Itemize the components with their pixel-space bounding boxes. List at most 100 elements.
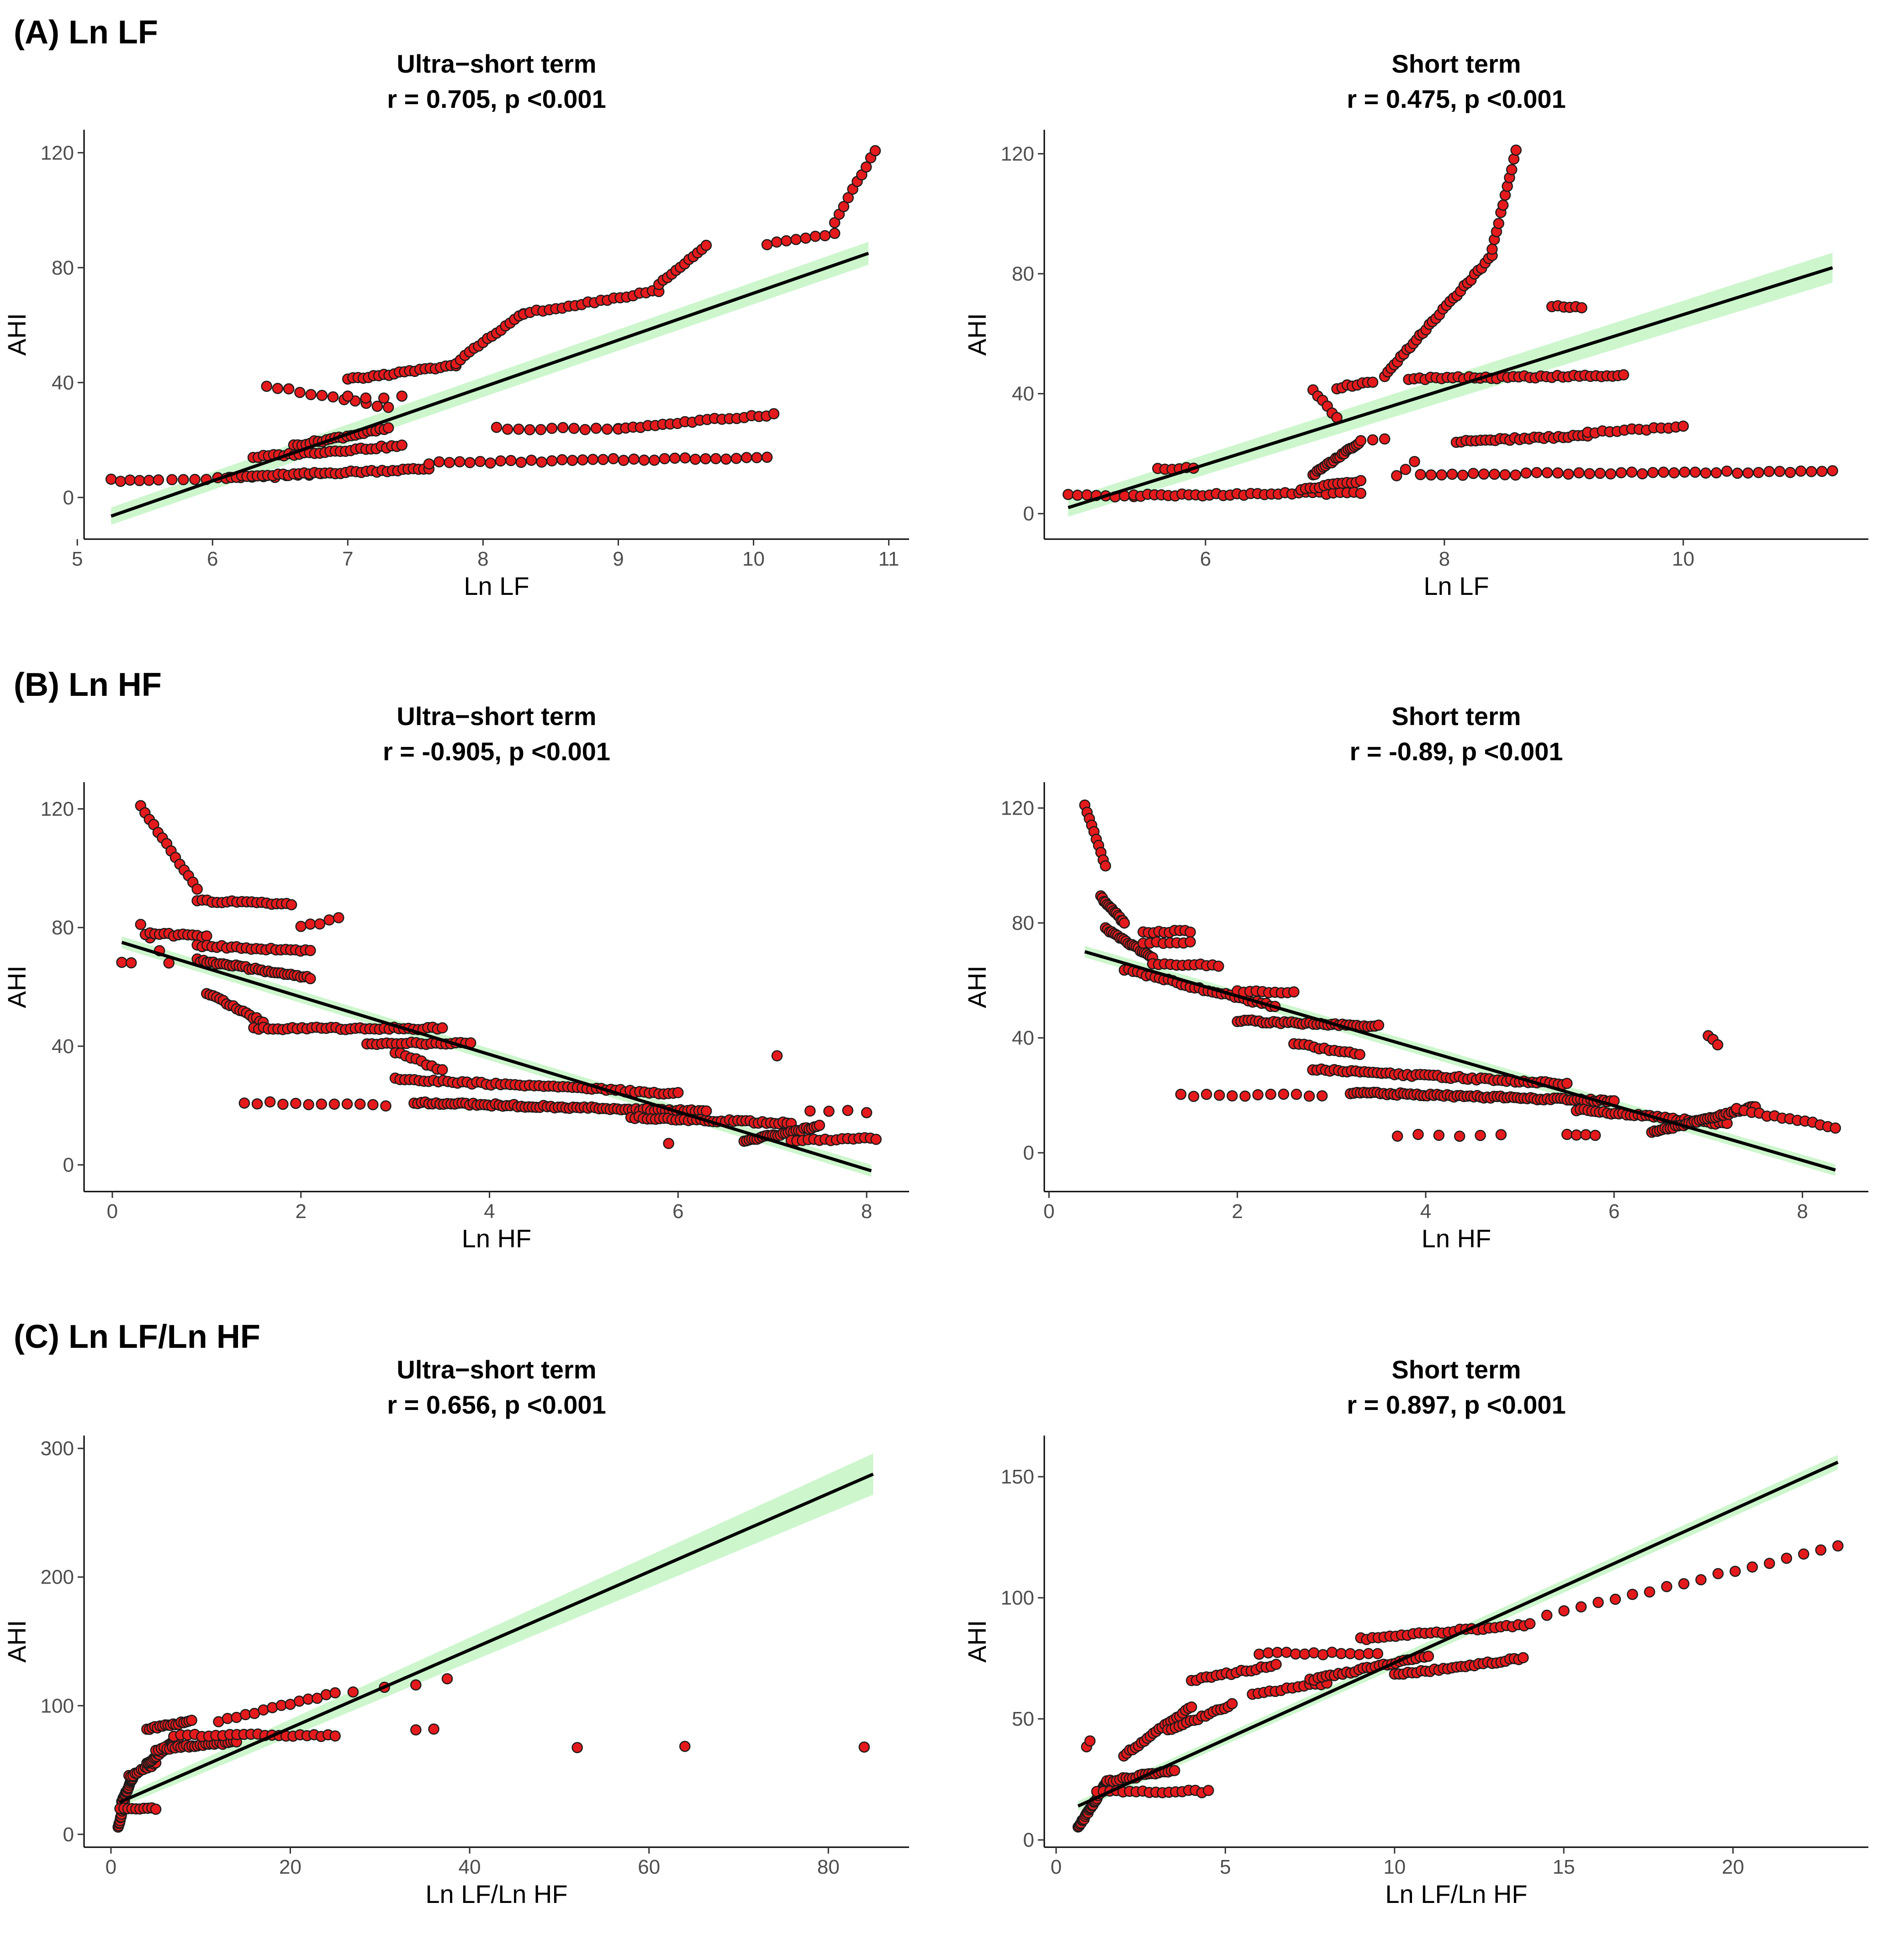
data-point: [1795, 465, 1807, 477]
data-point: [1584, 468, 1595, 479]
x-tick-label: 6: [1200, 548, 1211, 570]
data-point: [1367, 434, 1379, 445]
data-point: [546, 455, 558, 466]
data-point: [1827, 465, 1838, 477]
data-point: [329, 1687, 341, 1699]
panel-title-line1: Ultra−short term: [397, 702, 596, 731]
data-point: [1415, 469, 1426, 480]
data-point: [771, 1050, 783, 1062]
data-point: [134, 475, 145, 487]
x-tick-label: 0: [107, 1200, 118, 1223]
data-point: [790, 233, 802, 245]
data-point: [513, 424, 524, 435]
y-tick-label: 120: [1001, 143, 1034, 165]
data-point: [495, 455, 507, 467]
data-point: [1700, 467, 1712, 479]
data-point: [186, 1715, 197, 1726]
data-point: [1573, 467, 1585, 479]
data-point: [1454, 1130, 1465, 1142]
x-tick-label: 8: [861, 1200, 872, 1223]
y-tick-label: 100: [41, 1695, 74, 1717]
data-point: [1373, 1019, 1385, 1031]
data-point: [679, 1741, 691, 1752]
data-point: [1278, 1088, 1290, 1100]
data-point: [761, 451, 773, 463]
data-point: [1784, 466, 1796, 478]
y-axis-title: AHI: [2, 965, 31, 1008]
data-point: [1391, 1130, 1403, 1142]
data-point: [1658, 466, 1669, 478]
data-point: [1354, 1649, 1365, 1660]
x-tick-label: 10: [1383, 1856, 1406, 1878]
data-point: [1446, 468, 1458, 480]
data-point: [1615, 467, 1627, 478]
data-point: [1721, 466, 1733, 477]
data-point: [1489, 468, 1500, 480]
data-point: [303, 1099, 314, 1110]
data-point: [566, 455, 578, 466]
data-point: [579, 424, 591, 435]
data-point: [1299, 1648, 1311, 1660]
data-point: [1668, 467, 1680, 479]
data-point: [861, 1107, 873, 1118]
data-point: [294, 387, 306, 398]
y-axis-title: AHI: [2, 313, 31, 355]
data-point: [1647, 466, 1659, 478]
data-point: [1627, 1589, 1638, 1600]
data-points: [1079, 799, 1841, 1142]
data-point: [829, 217, 841, 228]
data-point: [556, 454, 568, 466]
data-point: [1316, 1090, 1328, 1102]
chart-panel-6: Short term r = 0.897, p <0.001 0 5 10 15 20 0 50…: [963, 1355, 1868, 1908]
data-point: [638, 454, 650, 466]
data-point: [1425, 469, 1437, 481]
data-point: [238, 1097, 250, 1109]
regression-line: [119, 1473, 874, 1804]
panel-title-line2: r = 0.656, p <0.001: [387, 1390, 606, 1419]
data-point: [1355, 435, 1367, 446]
data-point: [700, 453, 711, 465]
data-point: [1689, 466, 1701, 478]
data-point: [524, 424, 535, 435]
x-tick-label: 9: [613, 548, 624, 570]
data-point: [768, 408, 780, 419]
data-point: [761, 239, 773, 250]
data-point: [672, 1087, 684, 1098]
data-point: [1558, 1605, 1570, 1616]
data-point: [1169, 1764, 1180, 1776]
y-tick-label: 0: [1023, 1829, 1034, 1851]
data-point: [1742, 467, 1754, 479]
data-point: [1175, 1088, 1187, 1100]
x-tick-label: 60: [638, 1856, 660, 1878]
data-point: [166, 474, 178, 486]
data-point: [295, 921, 307, 932]
data-point: [261, 381, 272, 392]
data-point: [700, 239, 712, 251]
data-point: [441, 1673, 453, 1685]
data-point: [277, 1098, 289, 1110]
data-point: [823, 1106, 835, 1117]
data-point: [1213, 960, 1224, 972]
data-point: [771, 236, 783, 248]
x-tick-label: 40: [459, 1856, 481, 1878]
x-tick-label: 10: [742, 548, 765, 570]
chart-panel-1: Ultra−short term r = 0.705, p <0.001 5 6 7 8 9…: [2, 49, 909, 600]
data-point: [201, 930, 212, 942]
data-point: [1118, 917, 1130, 929]
data-point: [382, 422, 394, 434]
data-point: [371, 400, 383, 412]
x-tick-label: 20: [1722, 1856, 1744, 1878]
section-label-b: (B) Ln HF: [14, 667, 162, 703]
data-point: [135, 919, 147, 930]
data-point: [838, 201, 850, 212]
data-point: [283, 383, 295, 395]
data-point: [842, 1105, 854, 1116]
panel-title-line2: r = 0.705, p <0.001: [387, 85, 606, 113]
data-point: [178, 474, 189, 486]
data-point: [1626, 466, 1638, 478]
data-point: [1270, 1658, 1282, 1670]
y-tick-label: 80: [1012, 912, 1034, 934]
data-point: [781, 235, 792, 247]
data-point: [1541, 467, 1553, 478]
data-point: [485, 457, 496, 469]
